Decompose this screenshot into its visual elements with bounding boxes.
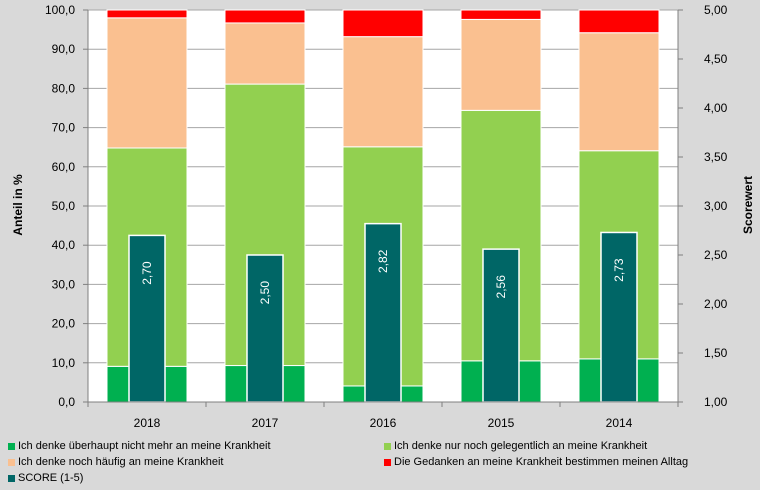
stack-segment bbox=[342, 36, 424, 148]
y-tick-label: 30,0 bbox=[52, 277, 76, 291]
y-tick-label: 70,0 bbox=[52, 121, 76, 135]
y-tick-label: 60,0 bbox=[52, 160, 76, 174]
x-tick-label: 2015 bbox=[488, 416, 515, 430]
score-bar bbox=[364, 222, 402, 403]
stack-segment bbox=[224, 22, 306, 85]
y2-tick-label: 3,50 bbox=[704, 150, 728, 164]
x-tick-label: 2018 bbox=[134, 416, 161, 430]
x-tick-label: 2014 bbox=[606, 416, 633, 430]
legend-item-often: Ich denke noch häufig an meine Krankheit bbox=[8, 456, 223, 468]
stack-segment bbox=[578, 9, 660, 34]
legend-swatch bbox=[8, 474, 15, 482]
y2-tick-label: 1,00 bbox=[704, 395, 728, 409]
y2-tick-label: 2,50 bbox=[704, 248, 728, 262]
stack-segment bbox=[460, 9, 542, 20]
score-bar bbox=[482, 248, 520, 403]
y-axis-title: Anteil in % bbox=[11, 174, 25, 236]
y-tick-label: 90,0 bbox=[52, 42, 76, 56]
score-data-label: 2,70 bbox=[140, 261, 154, 285]
legend-label: Ich denke noch häufig an meine Krankheit bbox=[18, 456, 224, 468]
stack-segment bbox=[224, 9, 306, 24]
legend-swatch bbox=[8, 442, 15, 450]
y-tick-label: 100,0 bbox=[45, 3, 75, 17]
legend-label: Ich denke überhaupt nicht mehr an meine … bbox=[18, 440, 271, 452]
legend-item-dominant: Die Gedanken an meine Krankheit bestimme… bbox=[384, 456, 688, 468]
legend-item-occasional: Ich denke nur noch gelegentlich an meine… bbox=[384, 440, 647, 452]
score-data-label: 2,50 bbox=[258, 281, 272, 305]
stack-segment bbox=[106, 9, 188, 19]
stack-segment bbox=[342, 9, 424, 38]
y2-axis-title: Scorewert bbox=[741, 176, 755, 234]
y2-tick-label: 2,00 bbox=[704, 297, 728, 311]
y2-tick-label: 4,50 bbox=[704, 52, 728, 66]
stack-segment bbox=[106, 17, 188, 149]
legend-swatch bbox=[384, 442, 391, 450]
legend-label: Ich denke nur noch gelegentlich an meine… bbox=[394, 440, 648, 452]
y-tick-label: 50,0 bbox=[52, 199, 76, 213]
legend-item-none: Ich denke überhaupt nicht mehr an meine … bbox=[8, 440, 271, 452]
x-tick-label: 2017 bbox=[252, 416, 279, 430]
score-data-label: 2,82 bbox=[376, 249, 390, 273]
y2-tick-label: 3,00 bbox=[704, 199, 728, 213]
y-tick-label: 0,0 bbox=[58, 395, 75, 409]
legend-swatch bbox=[8, 458, 15, 466]
legend-label: SCORE (1-5) bbox=[18, 472, 84, 484]
legend-item-score: SCORE (1-5) bbox=[8, 472, 83, 484]
x-tick-label: 2016 bbox=[370, 416, 397, 430]
stack-segment bbox=[460, 18, 542, 111]
score-bar bbox=[128, 234, 166, 403]
y2-tick-label: 5,00 bbox=[704, 3, 728, 17]
score-bar bbox=[246, 254, 284, 403]
y-tick-label: 40,0 bbox=[52, 238, 76, 252]
stacked-bar-chart: 2,70 2,50 2,82 2,56 2,73 0,0 10,0 20,0 30,0 40,0… bbox=[11, 3, 755, 430]
y-tick-label: 20,0 bbox=[52, 317, 76, 331]
axes-group: 0,0 10,0 20,0 30,0 40,0 50,0 60,0 70,0 80,0 90,0 1… bbox=[45, 3, 728, 430]
y2-tick-label: 1,50 bbox=[704, 346, 728, 360]
legend-label: Die Gedanken an meine Krankheit bestimme… bbox=[394, 456, 689, 468]
score-data-label: 2,56 bbox=[494, 275, 508, 299]
legend-swatch bbox=[384, 458, 391, 466]
y2-tick-label: 4,00 bbox=[704, 101, 728, 115]
y-tick-label: 80,0 bbox=[52, 81, 76, 95]
stack-segment bbox=[578, 32, 660, 152]
score-data-label: 2,73 bbox=[612, 258, 626, 282]
y-tick-label: 10,0 bbox=[52, 356, 76, 370]
score-bar bbox=[600, 231, 638, 403]
